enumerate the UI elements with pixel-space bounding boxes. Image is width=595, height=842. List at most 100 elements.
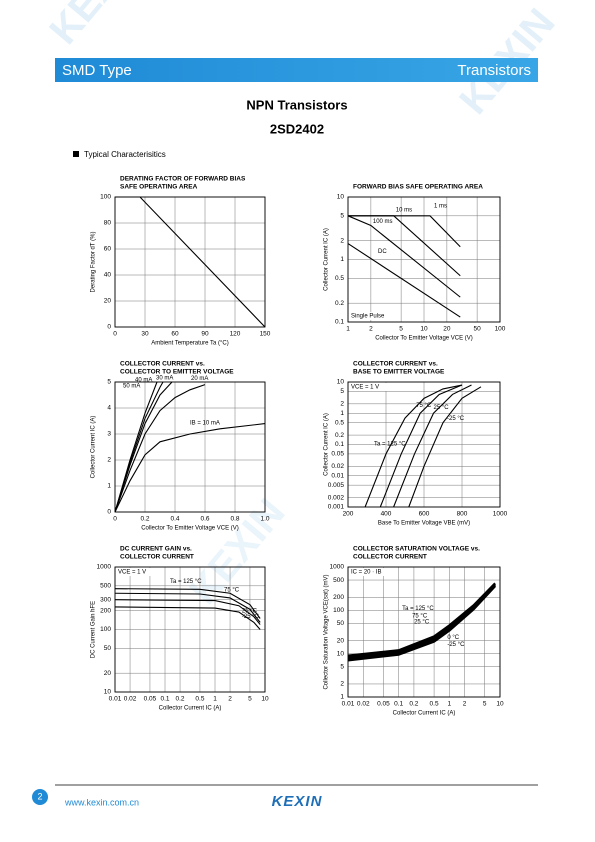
- doc-title: NPN Transistors: [246, 97, 347, 112]
- y-tick-label: 0.002: [328, 494, 345, 501]
- header-right: Transistors: [457, 62, 531, 79]
- x-tick-label: 0.2: [140, 516, 149, 523]
- y-tick-label: 2: [340, 237, 344, 244]
- x-axis-label: Base To Emitter Voltage VBE (mV): [378, 521, 470, 527]
- annotation-bg: [350, 383, 388, 391]
- y-tick-label: 0.2: [335, 432, 344, 439]
- y-tick-label: 10: [337, 379, 345, 386]
- y-axis-label: Derating Factor dT (%): [91, 232, 97, 293]
- y-tick-label: 50: [104, 645, 112, 652]
- x-tick-label: 0: [113, 516, 117, 523]
- curve-label: 75 °C: [416, 403, 432, 409]
- annotation: IC = 20 · IB: [351, 570, 382, 576]
- curve: [347, 243, 461, 318]
- footer-logo: KEXIN: [272, 793, 323, 810]
- x-tick-label: 50: [474, 326, 482, 333]
- y-tick-label: 200: [333, 594, 344, 601]
- annotation: VCE = 1 V: [351, 385, 379, 391]
- x-tick-label: 1000: [493, 511, 508, 518]
- y-tick-label: 0.001: [328, 504, 345, 511]
- curve-label: -25 °C: [447, 416, 465, 422]
- curve: [115, 196, 266, 328]
- x-tick-label: 120: [230, 331, 241, 338]
- annotation: VCE = 1 V: [118, 570, 146, 576]
- y-tick-label: 100: [100, 626, 111, 633]
- y-tick-label: 300: [100, 596, 111, 603]
- chart-title: BASE TO EMITTER VOLTAGE: [353, 369, 445, 376]
- y-tick-label: 2: [340, 401, 344, 408]
- x-tick-label: 0.2: [176, 696, 185, 703]
- x-tick-label: 0.5: [430, 701, 439, 708]
- y-tick-label: 1: [340, 694, 344, 701]
- plot-frame: [347, 566, 501, 698]
- x-tick-label: 600: [419, 511, 430, 518]
- y-tick-label: 80: [104, 220, 112, 227]
- chart-title: COLLECTOR SATURATION VOLTAGE vs.: [353, 546, 480, 553]
- curve: [393, 384, 472, 508]
- annotation: Single Pulse: [351, 314, 385, 320]
- y-axis-label: Collector Current IC (A): [91, 416, 97, 479]
- curve: [348, 215, 461, 248]
- y-tick-label: 40: [104, 272, 112, 279]
- y-tick-label: 20: [104, 670, 112, 677]
- plot-frame: [114, 381, 266, 513]
- x-tick-label: 30: [141, 331, 149, 338]
- y-tick-label: 20: [337, 637, 345, 644]
- x-tick-label: 200: [343, 511, 354, 518]
- x-tick-label: 5: [399, 326, 403, 333]
- curve-label: -25 °C: [242, 614, 260, 620]
- chart-title: FORWARD BIAS SAFE OPERATING AREA: [353, 184, 483, 191]
- curve-label: Ta = 125 °C: [402, 606, 434, 612]
- x-tick-label: 2: [228, 696, 232, 703]
- curve: [348, 215, 461, 277]
- x-tick-label: 0.6: [200, 516, 209, 523]
- x-tick-label: 20: [443, 326, 451, 333]
- x-tick-label: 0.1: [160, 696, 169, 703]
- plot-frame: [347, 381, 501, 508]
- x-tick-label: 0.02: [124, 696, 137, 703]
- y-tick-label: 10: [337, 650, 345, 657]
- curve: [114, 599, 261, 625]
- curve: [114, 592, 261, 623]
- curve-label: 50 mA: [123, 384, 140, 390]
- curve-label: 20 mA: [191, 376, 208, 382]
- curve-label: 30 mA: [156, 376, 173, 382]
- y-tick-label: 1000: [97, 564, 112, 571]
- curve-label: 40 mA: [135, 378, 152, 384]
- part-number: 2SD2402: [270, 121, 324, 136]
- curve: [347, 215, 461, 298]
- y-axis-label: Collector Current IC (A): [324, 228, 330, 291]
- y-tick-label: 500: [333, 577, 344, 584]
- y-tick-label: 2: [340, 681, 344, 688]
- x-tick-label: 90: [201, 331, 209, 338]
- x-tick-label: 0.8: [230, 516, 239, 523]
- plot-frame: [114, 196, 266, 328]
- y-tick-label: 4: [107, 405, 111, 412]
- y-tick-label: 100: [100, 194, 111, 201]
- y-tick-label: 1: [107, 483, 111, 490]
- y-tick-label: 100: [333, 607, 344, 614]
- y-tick-label: 0.5: [335, 419, 344, 426]
- curve: [114, 606, 261, 630]
- x-axis-label: Collector Current IC (A): [393, 711, 456, 717]
- y-tick-label: 0.02: [331, 463, 344, 470]
- y-tick-label: 5: [340, 388, 344, 395]
- y-tick-label: 0: [107, 324, 111, 331]
- curve-label: IB = 10 mA: [190, 420, 220, 426]
- curve-label: 1 ms: [434, 203, 447, 209]
- chart-title: COLLECTOR CURRENT: [120, 554, 194, 561]
- x-tick-label: 800: [457, 511, 468, 518]
- plot-frame: [114, 566, 266, 693]
- chart-title: DC CURRENT GAIN vs.: [120, 546, 192, 553]
- curve: [114, 381, 173, 513]
- x-tick-label: 2: [463, 701, 467, 708]
- chart-title: DERATING FACTOR OF FORWARD BIAS: [120, 176, 246, 183]
- x-axis-label: Collector Current IC (A): [159, 706, 222, 712]
- curve: [114, 588, 261, 619]
- x-tick-label: 1: [346, 326, 350, 333]
- x-tick-label: 1.0: [260, 516, 269, 523]
- y-axis-label: Collector Current IC (A): [324, 413, 330, 476]
- y-tick-label: 1000: [330, 564, 345, 571]
